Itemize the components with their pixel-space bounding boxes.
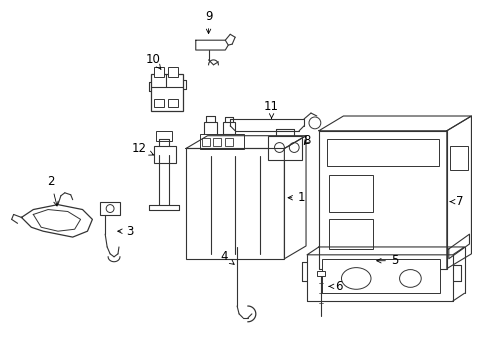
Bar [316, 271, 324, 275]
Bar [154, 99, 164, 107]
Circle shape [274, 143, 284, 152]
Bar [185, 148, 284, 259]
Ellipse shape [341, 267, 370, 289]
Ellipse shape [399, 270, 420, 287]
Bar [328, 175, 372, 212]
Circle shape [289, 143, 299, 152]
Bar [318, 131, 446, 269]
Bar [223, 122, 235, 134]
Text: 12: 12 [132, 142, 153, 155]
Text: 3: 3 [118, 225, 133, 238]
Text: 7: 7 [449, 195, 463, 208]
Bar [321, 259, 439, 293]
Text: 6: 6 [328, 280, 342, 293]
Text: 9: 9 [204, 10, 212, 33]
Bar [156, 131, 172, 141]
Bar [203, 122, 217, 136]
Bar [326, 139, 438, 166]
Bar [154, 67, 164, 77]
Bar [201, 138, 209, 145]
Text: 4: 4 [220, 250, 234, 264]
Text: 2: 2 [47, 175, 58, 206]
Bar [100, 202, 120, 215]
Bar [154, 145, 176, 163]
Bar [267, 136, 302, 160]
Bar [213, 138, 221, 145]
Bar [151, 74, 183, 111]
Text: 11: 11 [264, 100, 279, 118]
Circle shape [308, 117, 320, 129]
Text: 10: 10 [146, 53, 161, 69]
Circle shape [106, 204, 114, 212]
Text: 8: 8 [303, 134, 310, 147]
Bar [168, 99, 178, 107]
Bar [328, 219, 372, 249]
Text: 1: 1 [287, 191, 304, 204]
Bar [199, 134, 244, 149]
Bar [168, 67, 178, 77]
Bar [449, 145, 467, 170]
Bar [225, 138, 233, 145]
Text: 5: 5 [376, 254, 398, 267]
